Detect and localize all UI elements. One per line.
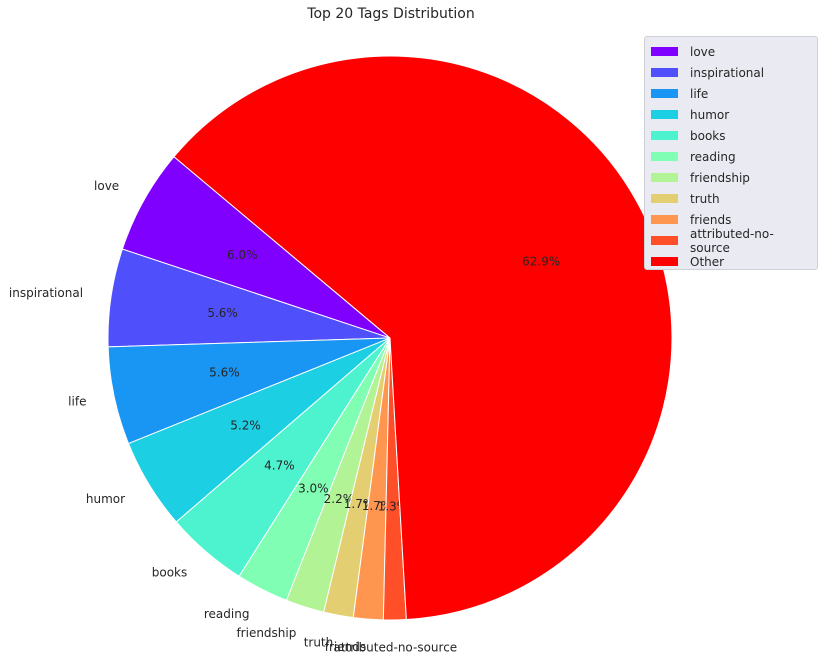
- legend-label: friends: [690, 212, 732, 227]
- slice-label-attributed-no-source: attributed-no-source: [334, 641, 458, 655]
- legend-label: love: [690, 44, 716, 59]
- legend-label: inspirational: [690, 65, 765, 80]
- legend-label: books: [690, 128, 726, 143]
- slice-label-inspirational: inspirational: [9, 286, 83, 300]
- pct-label-inspirational: 5.6%: [207, 306, 238, 320]
- legend-item-friends: friends: [651, 209, 811, 230]
- legend-swatch: [651, 173, 678, 182]
- pct-label-love: 6.0%: [227, 248, 258, 262]
- legend-swatch: [651, 194, 678, 203]
- legend-swatch: [651, 131, 678, 140]
- pct-label-friends: 1.7%: [362, 499, 393, 513]
- legend-label: attributed-no-source: [690, 226, 774, 255]
- pct-label-reading: 3.0%: [298, 481, 329, 495]
- pct-label-life: 5.6%: [209, 365, 240, 379]
- pct-label-humor: 5.2%: [230, 419, 261, 433]
- slice-label-love: love: [94, 179, 119, 193]
- legend-item-other: Other: [651, 251, 811, 272]
- legend-label: truth: [690, 191, 720, 206]
- legend-swatch: [651, 236, 678, 245]
- legend-item-attributed-no-source: attributed-no-source: [651, 227, 811, 255]
- legend-swatch: [651, 215, 678, 224]
- pct-label-books: 4.7%: [264, 459, 295, 473]
- pct-label-friendship: 2.2%: [324, 492, 355, 506]
- legend-label: friendship: [690, 170, 750, 185]
- legend-swatch: [651, 257, 678, 266]
- legend-swatch: [651, 89, 678, 98]
- legend-label: life: [690, 86, 709, 101]
- slice-label-reading: reading: [204, 607, 250, 621]
- slice-label-friendship: friendship: [236, 626, 296, 640]
- slice-label-life: life: [68, 394, 86, 408]
- legend-item-life: life: [651, 83, 811, 104]
- legend-item-humor: humor: [651, 104, 811, 125]
- legend-swatch: [651, 110, 678, 119]
- legend-label: humor: [690, 107, 730, 122]
- slice-label-books: books: [152, 565, 188, 579]
- legend-swatch: [651, 152, 678, 161]
- slice-label-friends: friends: [325, 640, 366, 654]
- legend-label: reading: [690, 149, 736, 164]
- legend: love inspirational life humor books reading fr…: [644, 36, 818, 270]
- legend-label: Other: [690, 254, 725, 269]
- pct-label-other: 62.9%: [522, 255, 560, 269]
- legend-item-truth: truth: [651, 188, 811, 209]
- legend-item-reading: reading: [651, 146, 811, 167]
- legend-item-inspirational: inspirational: [651, 62, 811, 83]
- pie-slice-other: [173, 55, 673, 621]
- chart-title: Top 20 Tags Distribution: [307, 6, 475, 22]
- pct-label-truth: 1.7%: [344, 497, 375, 511]
- legend-item-love: love: [651, 41, 811, 62]
- legend-swatch: [651, 47, 678, 56]
- slice-label-humor: humor: [86, 492, 125, 506]
- slice-label-truth: truth: [304, 635, 334, 649]
- legend-item-friendship: friendship: [651, 167, 811, 188]
- legend-item-books: books: [651, 125, 811, 146]
- legend-swatch: [651, 68, 678, 77]
